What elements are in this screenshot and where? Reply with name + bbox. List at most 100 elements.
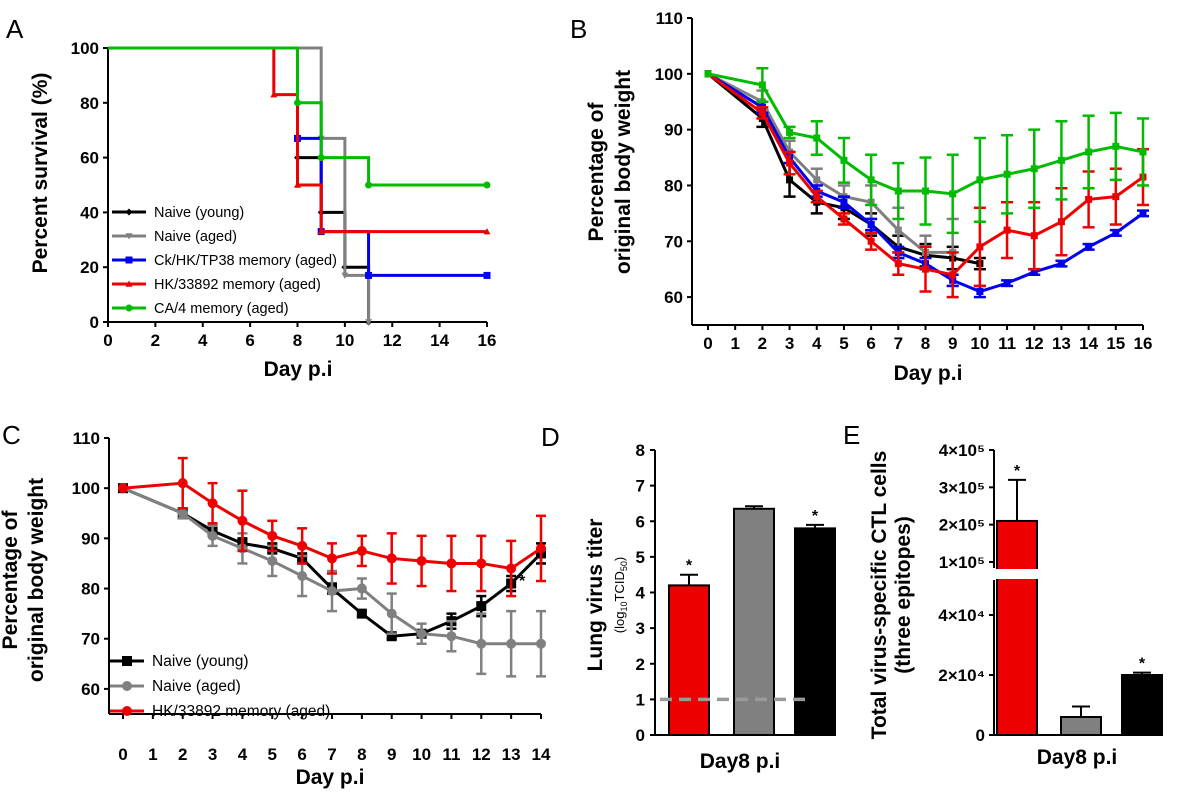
y-tick-label: 2 bbox=[636, 655, 645, 674]
survival-step-line bbox=[108, 46, 487, 234]
data-point bbox=[446, 558, 457, 569]
data-point bbox=[1003, 170, 1011, 178]
x-tick-label: 13 bbox=[1052, 334, 1071, 353]
x-tick-label: 7 bbox=[894, 334, 903, 353]
x-tick-label: 8 bbox=[293, 331, 302, 350]
data-point bbox=[1003, 279, 1011, 287]
x-tick-label: 11 bbox=[998, 334, 1016, 353]
data-point bbox=[1112, 229, 1120, 237]
x-tick-label: 7 bbox=[327, 745, 336, 764]
legend-marker bbox=[122, 656, 132, 666]
legend-marker bbox=[122, 706, 132, 716]
data-point bbox=[1057, 218, 1065, 226]
data-point bbox=[177, 478, 188, 489]
x-tick-label: 6 bbox=[866, 334, 875, 353]
significance-star: * bbox=[812, 508, 819, 525]
data-point bbox=[536, 638, 546, 649]
series-line bbox=[707, 72, 1144, 277]
x-tick-label: 1 bbox=[730, 334, 739, 353]
panel-e-y-axis-label-line1: Total virus-specific CTL cells bbox=[868, 451, 891, 740]
legend-label: Naive (young) bbox=[154, 205, 244, 221]
legend-marker bbox=[125, 233, 133, 240]
x-tick-label: 0 bbox=[703, 334, 712, 353]
data-point bbox=[237, 515, 248, 526]
survival-point bbox=[483, 271, 491, 279]
data-point bbox=[476, 638, 487, 649]
x-tick-label: 8 bbox=[921, 334, 930, 353]
data-point bbox=[786, 128, 794, 136]
x-tick-label: 14 bbox=[532, 745, 551, 764]
data-point bbox=[867, 176, 875, 184]
panel-d-axes: 0 1 2 3 4 5 6 7 8 bbox=[636, 441, 812, 745]
data-point bbox=[297, 540, 308, 551]
survival-point bbox=[365, 271, 373, 279]
survival-point bbox=[483, 181, 491, 189]
bar bbox=[794, 527, 836, 736]
legend-marker bbox=[125, 208, 133, 216]
panel-label-c: C bbox=[2, 420, 21, 450]
data-point bbox=[356, 545, 367, 556]
y-tick-label: 80 bbox=[80, 94, 99, 113]
legend-marker bbox=[125, 304, 133, 312]
axis-break-gap bbox=[993, 569, 1041, 579]
x-tick-label: 9 bbox=[387, 745, 396, 764]
data-point bbox=[1057, 156, 1065, 164]
data-point bbox=[1030, 165, 1038, 173]
x-tick-label: 4 bbox=[198, 331, 208, 350]
survival-point bbox=[317, 228, 325, 235]
y-tick-label: 90 bbox=[664, 121, 683, 140]
data-point bbox=[476, 558, 487, 569]
legend-label: HK/33892 memory (aged) bbox=[154, 277, 321, 293]
bar bbox=[1060, 716, 1102, 736]
significance-star: * bbox=[686, 558, 693, 575]
x-tick-label: 12 bbox=[1025, 334, 1044, 353]
x-tick-label: 11 bbox=[442, 745, 460, 764]
x-tick-label: 12 bbox=[383, 331, 402, 350]
x-tick-label: 3 bbox=[785, 334, 794, 353]
panel-b-y-axis-label-line2: original body weight bbox=[612, 70, 635, 274]
data-point bbox=[894, 260, 902, 268]
panel-a-y-axis-label: Percent survival (%) bbox=[29, 73, 52, 274]
y-tick-label: 80 bbox=[664, 176, 683, 195]
data-point bbox=[813, 176, 821, 184]
series-line bbox=[122, 486, 541, 646]
survival-point bbox=[294, 99, 301, 107]
data-point bbox=[386, 553, 397, 564]
x-tick-label: 9 bbox=[948, 334, 957, 353]
panel-label-e: E bbox=[843, 420, 860, 450]
panel-b-series bbox=[704, 66, 1149, 299]
y-tick-label: 110 bbox=[656, 9, 683, 28]
data-point bbox=[949, 271, 957, 279]
panel-c-significance-star: * bbox=[519, 573, 526, 590]
panel-e-bars: ** bbox=[993, 463, 1163, 737]
data-point bbox=[386, 631, 397, 642]
survival-point bbox=[341, 272, 349, 279]
data-point bbox=[1085, 148, 1093, 156]
bar bbox=[996, 519, 1038, 737]
x-tick-label: 8 bbox=[357, 745, 366, 764]
y-tick-label: 110 bbox=[73, 429, 100, 448]
y-tick-label: 40 bbox=[80, 203, 99, 222]
legend-label: Naive (young) bbox=[152, 653, 249, 670]
data-point bbox=[1030, 268, 1038, 276]
y-tick-label: 4×10⁴ bbox=[938, 606, 985, 625]
panel-label-b: B bbox=[570, 14, 587, 44]
y-tick-label: 8 bbox=[636, 441, 645, 460]
panel-a-legend: Naive (young) Naive (aged) Ck/HK/TP38 memo… bbox=[112, 205, 337, 317]
data-point bbox=[506, 563, 517, 574]
x-tick-label: 3 bbox=[208, 745, 217, 764]
y-tick-label: 7 bbox=[636, 477, 645, 496]
data-point bbox=[476, 601, 487, 612]
y-tick-label: 4×10⁵ bbox=[939, 441, 985, 460]
data-point bbox=[177, 508, 188, 519]
x-tick-label: 5 bbox=[268, 745, 277, 764]
survival-step-line bbox=[108, 46, 487, 187]
bar bbox=[668, 584, 710, 736]
x-tick-label: 6 bbox=[297, 745, 306, 764]
y-tick-label: 3 bbox=[636, 619, 645, 638]
